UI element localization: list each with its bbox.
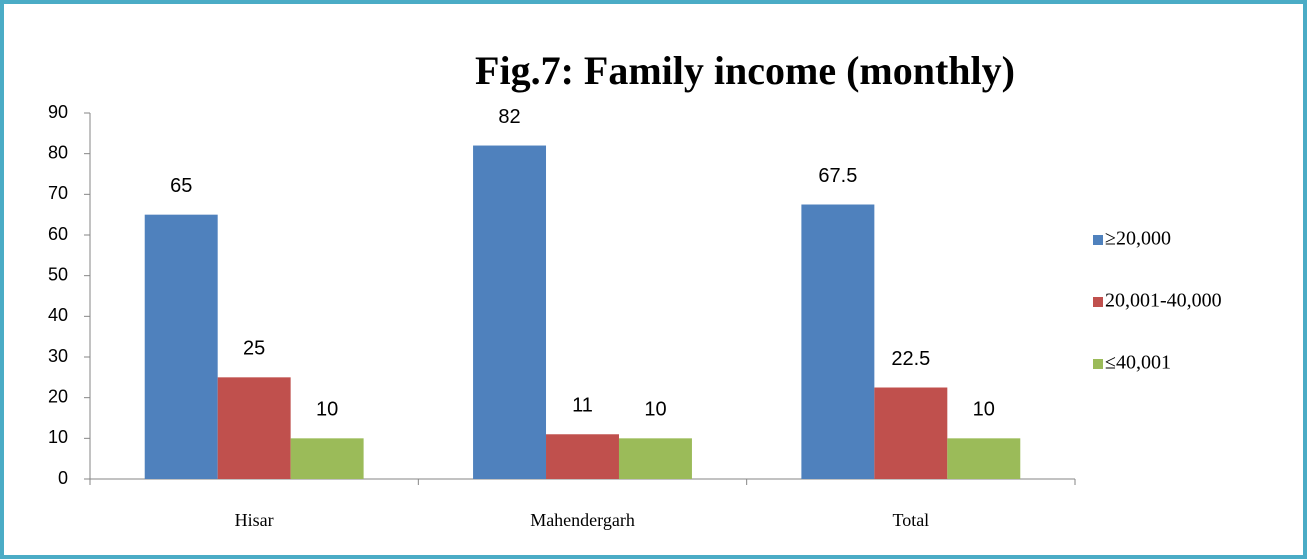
y-tick-label: 60 — [48, 224, 68, 244]
y-tick-label: 30 — [48, 346, 68, 366]
legend-swatch — [1093, 297, 1103, 307]
bar — [947, 438, 1021, 479]
bar — [473, 145, 547, 480]
x-tick-label: Total — [892, 510, 929, 530]
y-tick-label: 10 — [48, 427, 68, 447]
data-label: 82 — [498, 106, 520, 128]
legend-swatch — [1093, 359, 1103, 369]
y-tick-label: 50 — [48, 264, 68, 284]
data-label: 22.5 — [891, 348, 930, 370]
y-tick-label: 70 — [48, 183, 68, 203]
y-tick-label: 80 — [48, 142, 68, 162]
bar — [217, 377, 291, 479]
legend-label: 20,001-40,000 — [1105, 290, 1222, 312]
y-tick-label: 20 — [48, 386, 68, 406]
legend-label: ≤40,001 — [1105, 352, 1171, 374]
x-tick-label: Mahendergarh — [530, 510, 635, 530]
data-label: 65 — [170, 175, 192, 197]
y-tick-label: 90 — [48, 102, 68, 122]
data-label: 25 — [243, 338, 265, 360]
bar — [874, 387, 948, 479]
chart-title: Fig.7: Family income (monthly) — [475, 48, 1015, 93]
data-label: 67.5 — [818, 165, 857, 187]
legend-swatch — [1093, 235, 1103, 245]
bar — [546, 434, 619, 479]
data-label: 10 — [316, 399, 338, 421]
x-tick-label: Hisar — [235, 510, 274, 530]
y-tick-label: 0 — [58, 468, 68, 488]
data-label: 11 — [572, 395, 593, 417]
bar — [801, 204, 875, 479]
data-label: 10 — [644, 399, 666, 421]
data-label: 10 — [973, 399, 995, 421]
bar — [618, 438, 692, 479]
y-tick-label: 40 — [48, 305, 68, 325]
bar — [290, 438, 364, 479]
legend-label: ≥20,000 — [1105, 228, 1171, 250]
bar — [144, 214, 218, 479]
